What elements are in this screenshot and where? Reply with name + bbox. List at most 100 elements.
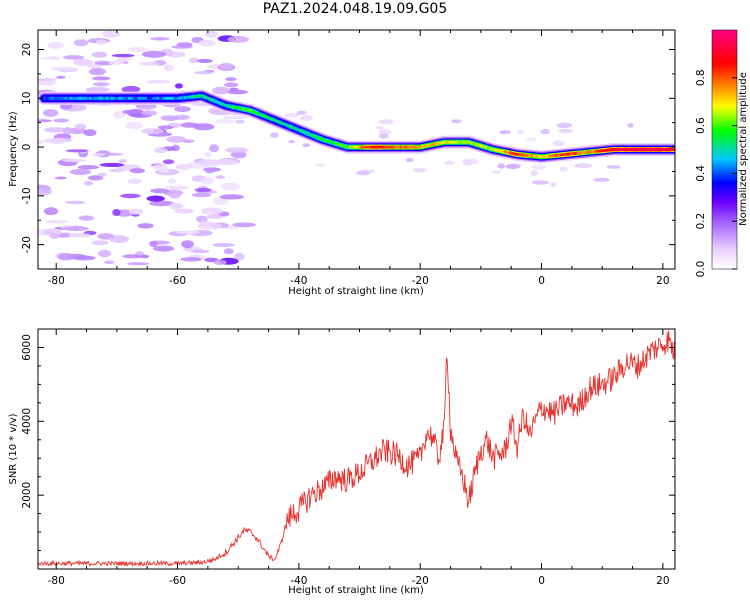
noise-blob <box>227 89 248 95</box>
noise-blob <box>146 80 171 84</box>
colorbar-tick-label: 0.4 <box>695 165 707 182</box>
top-y-tick-label: -20 <box>21 236 33 253</box>
colorbar-tick-label: 0.2 <box>695 213 707 230</box>
noise-blob <box>443 160 456 166</box>
noise-blob <box>152 164 168 170</box>
noise-blob <box>284 113 301 118</box>
noise-blob <box>302 143 311 148</box>
bottom-plot-frame <box>37 328 676 570</box>
noise-blob <box>379 133 389 139</box>
noise-blob <box>531 180 550 185</box>
noise-blob <box>111 53 135 58</box>
noise-blob <box>154 147 168 154</box>
noise-blob <box>219 194 244 200</box>
top-x-tick-label: -40 <box>290 275 307 287</box>
noise-blob <box>213 197 229 205</box>
noise-blob <box>517 130 525 135</box>
noise-blob <box>63 226 90 232</box>
noise-blob <box>378 129 392 135</box>
noise-blob <box>49 56 58 60</box>
noise-blob <box>227 35 249 43</box>
noise-blob <box>225 147 249 154</box>
noise-blob <box>149 200 175 207</box>
bottom-xlabel: Height of straight line (km) <box>288 585 424 596</box>
noise-blob <box>104 260 114 265</box>
noise-blob <box>127 262 150 266</box>
noise-blob <box>197 59 213 63</box>
noise-blob <box>197 222 222 230</box>
noise-blob <box>57 253 76 261</box>
noise-blob <box>149 241 158 248</box>
noise-blob <box>205 170 215 174</box>
noise-blob <box>204 30 218 38</box>
noise-blob <box>540 128 550 135</box>
frequency-ridge <box>38 89 675 164</box>
noise-blob <box>193 71 213 75</box>
noise-blob <box>212 243 235 247</box>
noise-blob <box>169 193 181 199</box>
top-x-tick-label: -80 <box>48 275 65 287</box>
noise-blob <box>164 185 190 190</box>
bottom-x-tick-label: -80 <box>48 575 65 587</box>
noise-blob <box>105 152 124 156</box>
noise-blob <box>43 127 68 133</box>
noise-blob <box>38 77 57 81</box>
bottom-x-tick-label: 20 <box>656 575 669 587</box>
noise-blob <box>91 240 109 246</box>
noise-blob <box>43 207 59 216</box>
noise-blob <box>191 192 212 198</box>
noise-blob <box>88 67 107 76</box>
noise-blob <box>122 109 137 115</box>
top-axes-ticks: -80 -60 -40 -20 0 20 -20 -10 0 10 20 <box>21 30 675 287</box>
noise-blob <box>556 122 573 128</box>
noise-blob <box>140 110 158 116</box>
noise-blob <box>158 125 174 130</box>
noise-blob <box>61 158 87 163</box>
noise-blob <box>505 164 520 170</box>
noise-blob <box>42 137 67 144</box>
noise-blob <box>451 119 462 124</box>
noise-blob <box>87 64 103 69</box>
noise-blob <box>65 149 89 153</box>
noise-blob <box>53 118 69 123</box>
top-plot-frame <box>37 29 676 270</box>
top-y-tick-label: 0 <box>21 144 33 151</box>
noise-blob <box>215 118 235 124</box>
noise-blob <box>77 165 100 170</box>
noise-blob <box>102 30 121 38</box>
noise-blob <box>91 51 108 58</box>
noise-blob <box>108 59 125 65</box>
noise-blob <box>176 42 193 47</box>
noise-blob <box>50 66 76 71</box>
snr-panel: -80 -60 -40 -20 0 20 2000 4000 6000 Height of st… <box>8 328 676 596</box>
bottom-x-tick-label: 0 <box>538 575 545 587</box>
colorbar-label: Normalized spectral amplitude <box>738 72 749 226</box>
noise-blob <box>223 248 234 255</box>
noise-blob <box>38 140 44 145</box>
top-y-tick-label: 20 <box>21 43 33 56</box>
noise-blob <box>530 170 538 176</box>
noise-blob <box>69 168 92 176</box>
noise-blob <box>160 115 180 121</box>
noise-blob <box>315 163 326 168</box>
noise-blob <box>174 208 194 214</box>
noise-blob <box>56 75 66 79</box>
noise-blob <box>140 62 161 66</box>
noise-blob <box>116 56 133 62</box>
bottom-y-tick-label: 2000 <box>21 482 33 509</box>
noise-blob <box>198 39 216 47</box>
noise-blob <box>462 158 479 165</box>
bottom-y-tick-label: 4000 <box>21 408 33 435</box>
noise-blob <box>200 177 214 185</box>
noise-blob <box>127 178 143 184</box>
noise-blob <box>525 137 538 142</box>
noise-blob <box>65 200 86 205</box>
noise-blob <box>54 176 67 180</box>
noise-blob <box>558 128 574 133</box>
noise-blob <box>209 144 219 153</box>
noise-blob <box>98 249 112 258</box>
top-x-tick-label: -20 <box>412 275 429 287</box>
noise-blob <box>378 119 395 125</box>
noise-blob <box>627 122 634 128</box>
noise-blob <box>169 202 182 210</box>
